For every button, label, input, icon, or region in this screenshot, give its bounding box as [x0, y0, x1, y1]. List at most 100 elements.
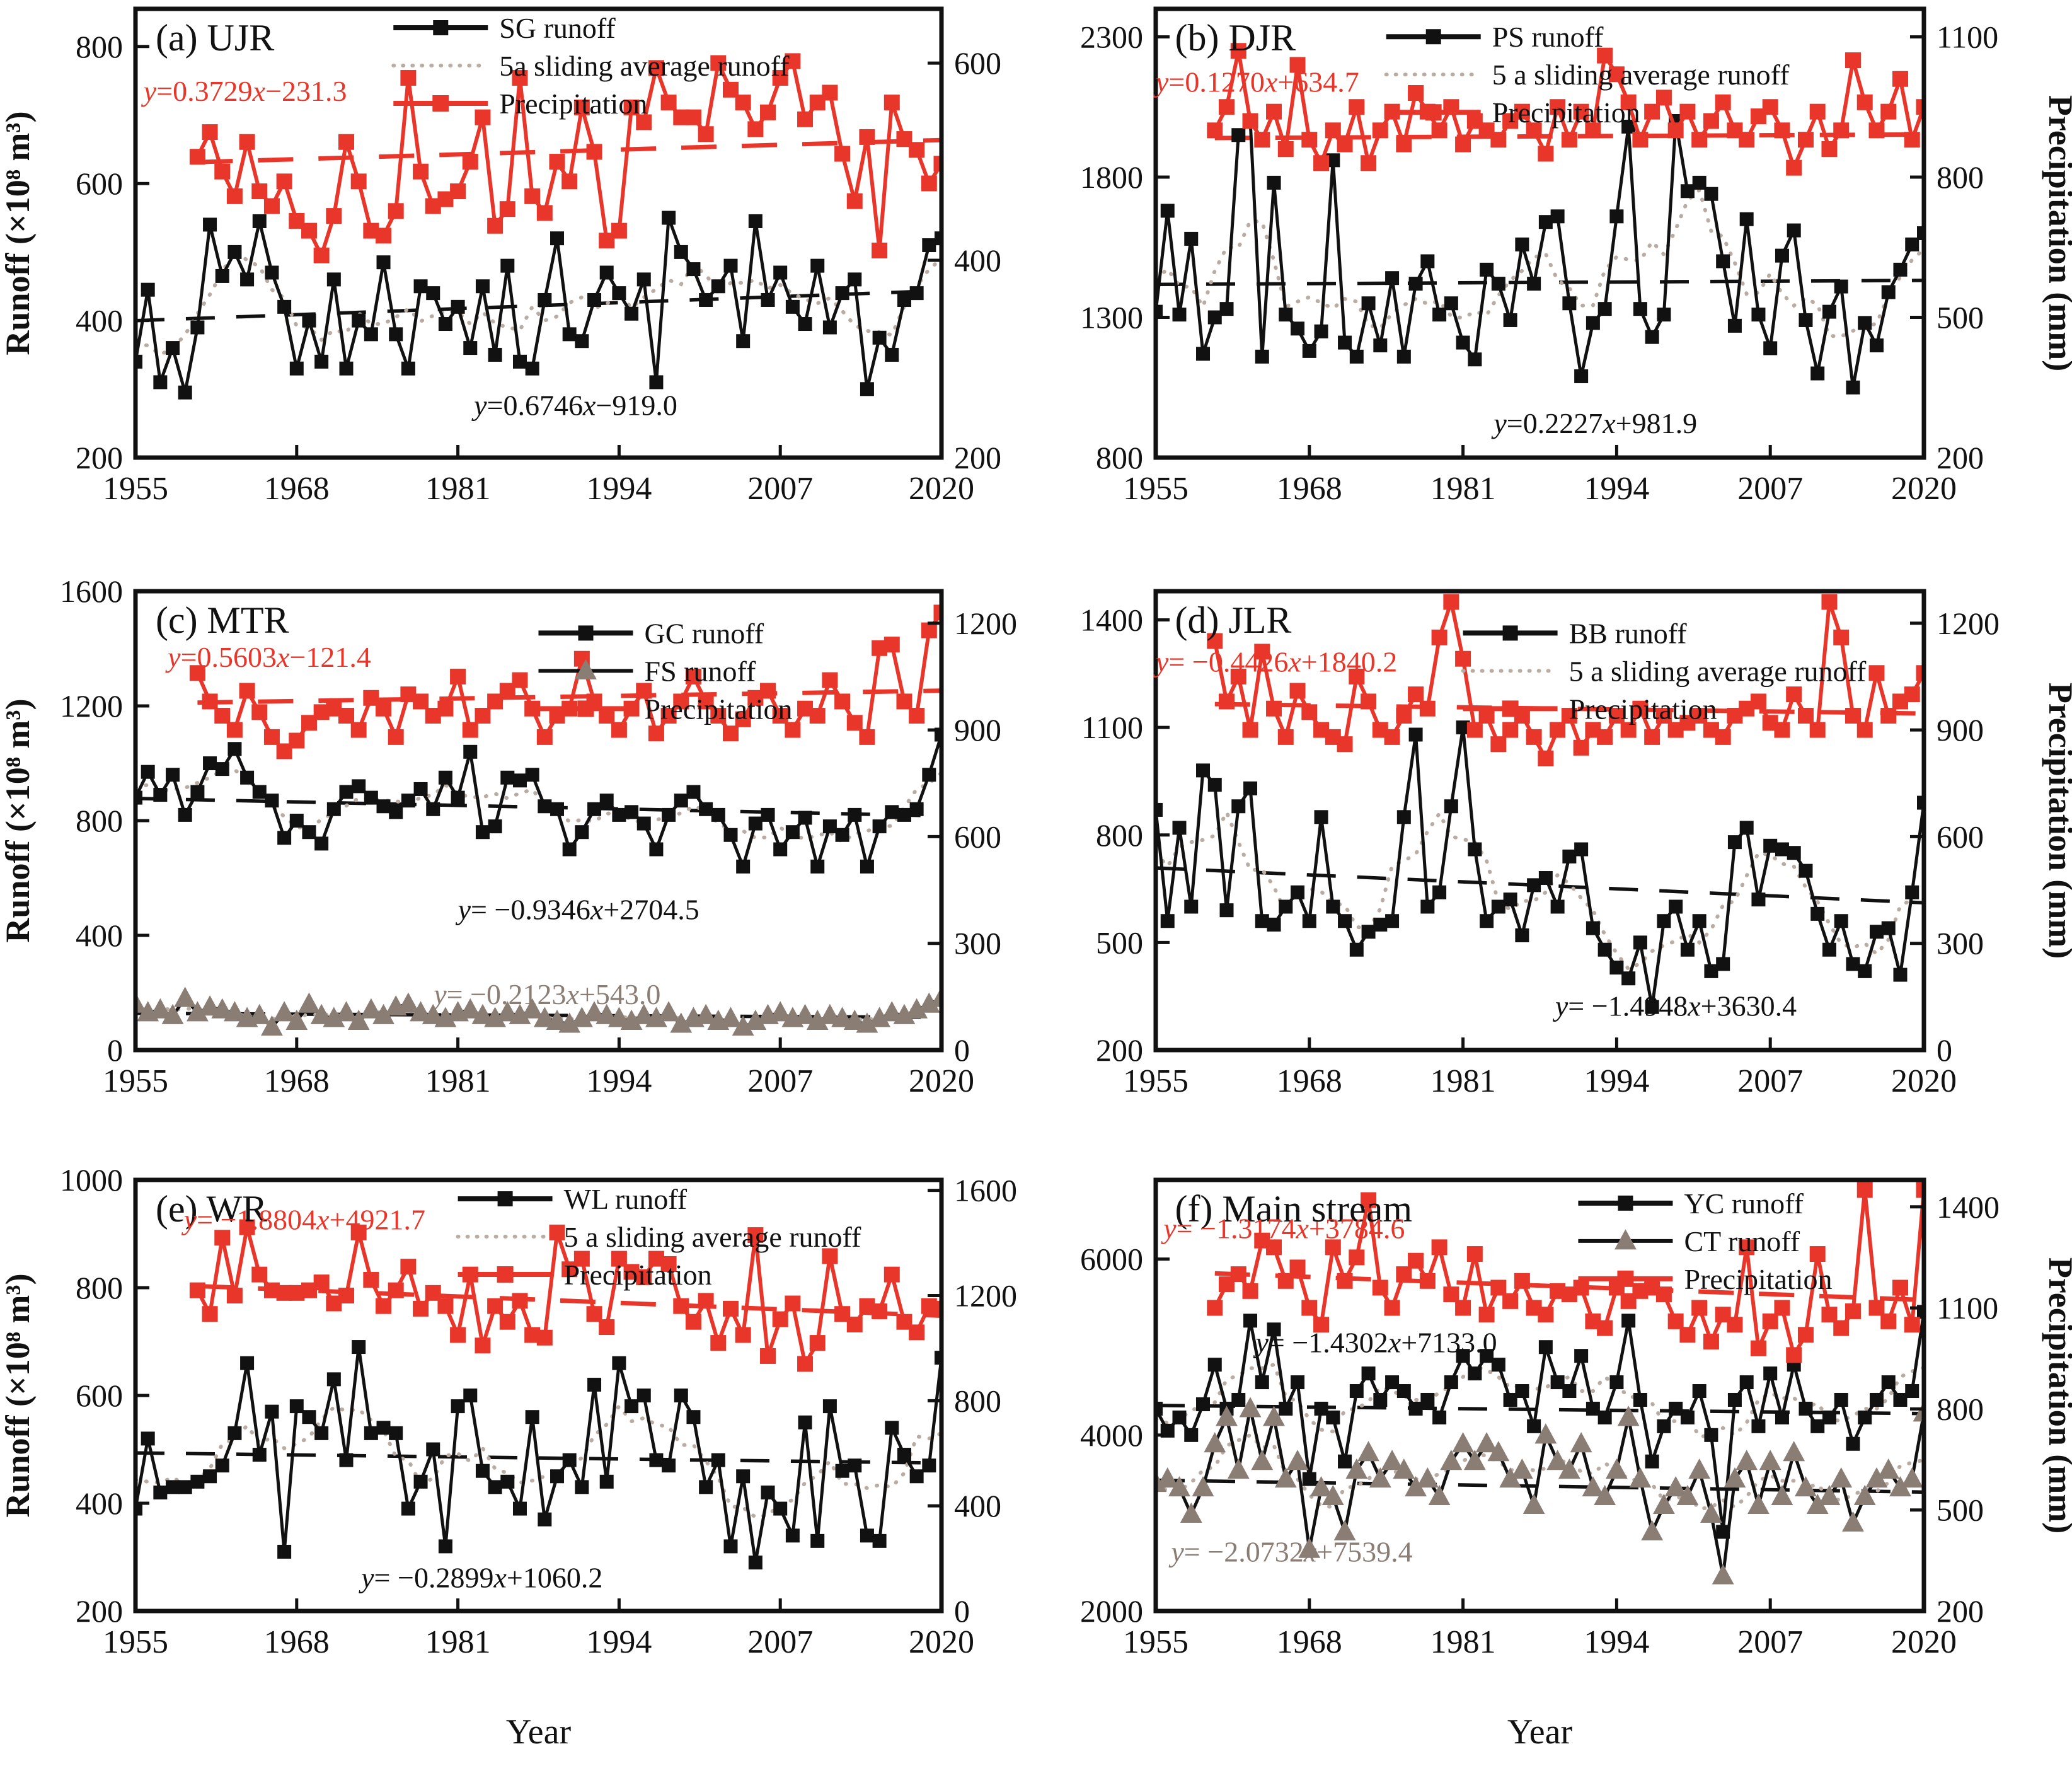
plot-area [1156, 43, 1924, 395]
svg-text:900: 900 [1937, 712, 1984, 748]
trend-line [135, 1451, 941, 1465]
svg-text:1100: 1100 [1937, 20, 1998, 55]
panel-title: (f) Main stream [1175, 1188, 1412, 1230]
svg-text:1600: 1600 [954, 1173, 1017, 1208]
legend-label: YC runoff [1684, 1187, 1804, 1220]
plot-area [1156, 594, 1924, 1014]
plot-area [135, 604, 941, 1036]
left-axis-label: Runoff (×10⁸ m³) [0, 111, 37, 355]
svg-text:1200: 1200 [60, 688, 123, 724]
svg-text:2007: 2007 [747, 1063, 813, 1099]
svg-text:2020: 2020 [1891, 471, 1957, 507]
legend: YC runoff CT runoff Precipitation [1578, 1187, 1833, 1295]
svg-text:600: 600 [954, 45, 1001, 81]
trend-equation: y= −0.9346x+2704.5 [456, 894, 699, 926]
trend-equation: y= −1.4948x+3630.4 [1553, 990, 1797, 1022]
series-yc-runoff [1156, 1305, 1924, 1539]
trend-equation: y= −0.2123x+543.0 [431, 978, 660, 1010]
svg-text:1100: 1100 [1081, 710, 1143, 745]
svg-text:400: 400 [76, 918, 123, 953]
panel-a-ujr: 1955 1968 1981 1994 2007 2020 200 400 600 800 200 4… [0, 0, 1036, 533]
svg-text:1994: 1994 [586, 471, 652, 507]
svg-text:400: 400 [954, 1488, 1001, 1523]
svg-text:400: 400 [76, 1486, 123, 1521]
svg-text:0: 0 [1937, 1032, 1952, 1068]
svg-text:1300: 1300 [1080, 300, 1143, 335]
legend-label: PS runoff [1492, 21, 1604, 53]
trend-line [135, 289, 941, 323]
svg-text:1200: 1200 [954, 606, 1017, 641]
panel-title: (e) WR [156, 1188, 267, 1230]
svg-text:400: 400 [76, 303, 123, 338]
trend-line [1156, 866, 1924, 905]
svg-text:0: 0 [954, 1032, 970, 1068]
series-gc-runoff [135, 727, 941, 874]
axes: 1955 1968 1981 1994 2007 20200400800120016000… [60, 574, 1017, 1099]
legend: BB runoff 5 a sliding average runoff Preci… [1461, 617, 1867, 725]
left-axis-label: Runoff (×10⁸ m³) [0, 698, 37, 942]
panel-e-wr: 1955 1968 1981 1994 2007 2020 200 400 600 800 1000… [0, 1138, 1036, 1770]
trend-equation: y=0.1270x+634.7 [1153, 66, 1359, 98]
legend-label: Precipitation [1492, 96, 1640, 129]
svg-text:0: 0 [954, 1593, 970, 1629]
panel-e-chart: 1955 1968 1981 1994 2007 2020 200 400 600 800 1000… [0, 1162, 1017, 1752]
svg-text:600: 600 [954, 819, 1001, 854]
svg-text:2300: 2300 [1080, 20, 1143, 55]
legend-label: BB runoff [1569, 617, 1688, 649]
panel-title: (d) JLR [1175, 599, 1291, 641]
svg-text:600: 600 [76, 1378, 123, 1413]
series-ct-runoff [1156, 1397, 1924, 1585]
svg-text:1400: 1400 [1937, 1189, 2000, 1225]
svg-text:800: 800 [1096, 440, 1143, 475]
legend-label: 5 a sliding average runoff [1492, 59, 1790, 91]
svg-text:200: 200 [76, 1593, 123, 1629]
legend: PS runoff 5 a sliding average runoff Preci… [1384, 21, 1790, 129]
svg-text:1994: 1994 [586, 1063, 652, 1099]
svg-text:1968: 1968 [1277, 1063, 1342, 1099]
legend-label: SG runoff [499, 12, 616, 44]
svg-text:800: 800 [76, 29, 123, 64]
legend-label: Precipitation [499, 88, 647, 120]
svg-text:800: 800 [1937, 1391, 1984, 1426]
panel-d-chart: 1955 1968 1981 1994 2007 2020 200 500 800 1100 140… [1080, 589, 2072, 1099]
series-precipitation [189, 53, 941, 263]
panel-b-chart: 1955 1968 1981 1994 2007 2020 800 1300 1800 2300 2… [1080, 6, 2072, 507]
x-axis-label: Year [1507, 1712, 1573, 1752]
svg-text:1955: 1955 [103, 471, 168, 507]
trend-line [197, 688, 941, 705]
svg-text:1955: 1955 [103, 1624, 168, 1660]
right-axis-label: Precipitation (mm) [2042, 1257, 2072, 1533]
plot-border [133, 6, 944, 460]
svg-text:1955: 1955 [103, 1063, 168, 1099]
svg-text:200: 200 [954, 440, 1001, 475]
svg-text:500: 500 [1096, 925, 1143, 960]
axes: 1955 1968 1981 1994 2007 2020 200 400 600 800 1000… [60, 1162, 1017, 1660]
trend-equation: y=0.6746x−919.0 [471, 389, 677, 421]
svg-text:600: 600 [76, 166, 123, 201]
plot-border [1153, 6, 1926, 460]
svg-text:800: 800 [76, 1270, 123, 1305]
svg-text:2007: 2007 [747, 471, 813, 507]
series-wl-runoff [135, 1340, 941, 1570]
svg-text:200: 200 [1937, 1593, 1984, 1629]
svg-text:200: 200 [76, 440, 123, 475]
svg-text:2020: 2020 [909, 1624, 974, 1660]
svg-text:1968: 1968 [264, 1063, 330, 1099]
svg-text:6000: 6000 [1080, 1242, 1143, 1277]
legend-label: 5 a sliding average runoff [1569, 655, 1867, 687]
svg-text:200: 200 [1096, 1032, 1143, 1068]
panel-f-main-stream: 1955 1968 1981 1994 2007 2020 2000 4000 6000 200 5… [1036, 1138, 2072, 1770]
left-axis-label: Runoff (×10⁸ m³) [0, 1273, 37, 1517]
svg-text:2007: 2007 [1737, 471, 1803, 507]
axes: 1955 1968 1981 1994 2007 2020 2000 4000 6000 200 5… [1080, 1189, 2000, 1660]
legend-label: 5 a sliding average runoff [564, 1221, 861, 1253]
svg-text:400: 400 [954, 243, 1001, 278]
svg-text:500: 500 [1937, 1493, 1984, 1528]
trend-equation: y=0.2227x+981.9 [1491, 407, 1697, 439]
svg-text:1955: 1955 [1123, 471, 1189, 507]
axes: 1955 1968 1981 1994 2007 20202004006008002004… [76, 29, 1001, 507]
legend-label: Precipitation [645, 693, 793, 725]
legend-label: FS runoff [645, 655, 756, 687]
svg-text:900: 900 [954, 712, 1001, 748]
